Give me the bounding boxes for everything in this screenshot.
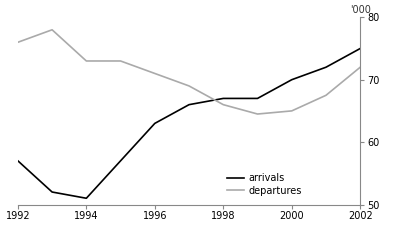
departures (358, 66, 362, 69)
departures (84, 60, 89, 62)
arrivals (84, 197, 89, 200)
arrivals (187, 103, 191, 106)
arrivals (118, 159, 123, 162)
arrivals (358, 47, 362, 50)
Legend: arrivals, departures: arrivals, departures (227, 173, 302, 196)
departures (15, 41, 20, 44)
departures (255, 113, 260, 115)
arrivals (221, 97, 225, 100)
Line: arrivals: arrivals (18, 49, 360, 198)
departures (221, 103, 225, 106)
departures (152, 72, 157, 75)
departures (324, 94, 328, 97)
departures (187, 85, 191, 87)
arrivals (324, 66, 328, 69)
departures (289, 110, 294, 112)
departures (118, 60, 123, 62)
arrivals (255, 97, 260, 100)
arrivals (15, 159, 20, 162)
arrivals (50, 191, 54, 193)
Line: departures: departures (18, 30, 360, 114)
departures (50, 28, 54, 31)
arrivals (289, 78, 294, 81)
arrivals (152, 122, 157, 125)
Text: '000: '000 (350, 5, 371, 15)
